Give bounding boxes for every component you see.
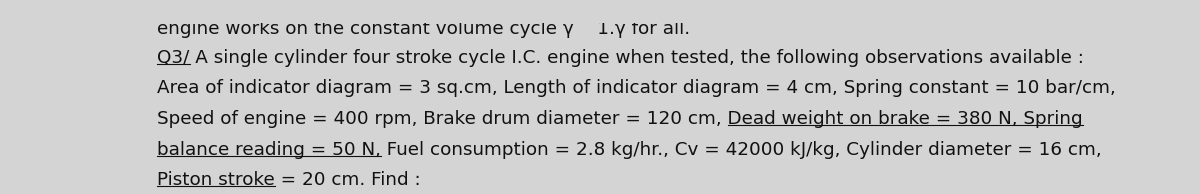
Text: balance reading = 50 N, Fuel consumption = 2.8 kg/hr., Cv = 42000 kJ/kg, Cylinde: balance reading = 50 N, Fuel consumption…: [157, 140, 1102, 158]
Text: Piston stroke = 20 cm. Find :: Piston stroke = 20 cm. Find :: [157, 171, 421, 189]
Text: Q3/ A single cylinder four stroke cycle I.C. engine when tested, the following o: Q3/ A single cylinder four stroke cycle …: [157, 49, 1085, 67]
Text: Speed of engine = 400 rpm, Brake drum diameter = 120 cm, Dead weight on brake = : Speed of engine = 400 rpm, Brake drum di…: [157, 110, 1084, 128]
Text: Area of indicator diagram = 3 sq.cm, Length of indicator diagram = 4 cm, Spring : Area of indicator diagram = 3 sq.cm, Len…: [157, 79, 1116, 97]
Text: engine works on the constant volume cycle γ    1.γ for all.: engine works on the constant volume cycl…: [157, 20, 690, 38]
